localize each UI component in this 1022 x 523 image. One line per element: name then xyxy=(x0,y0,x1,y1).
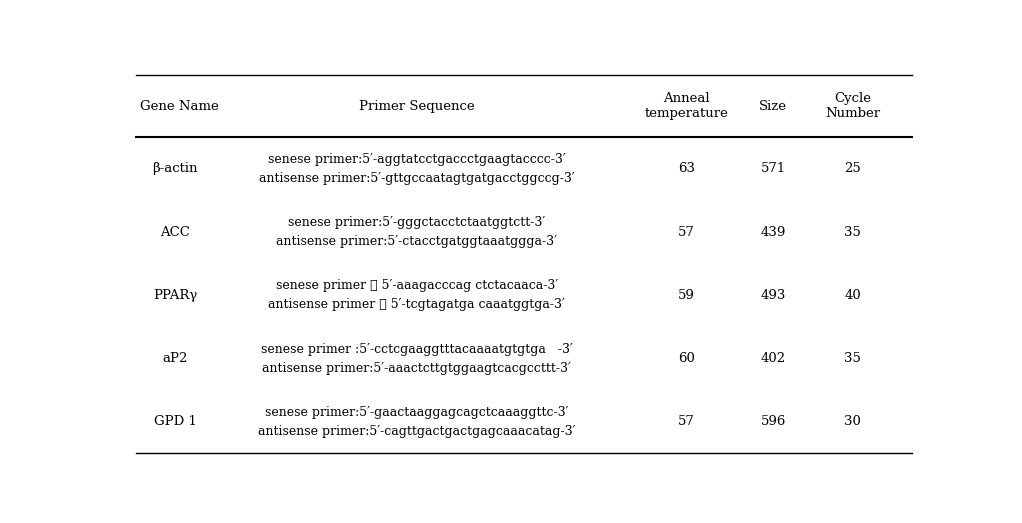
Text: 63: 63 xyxy=(678,162,695,175)
Text: 596: 596 xyxy=(760,415,786,428)
Text: senese primer:5′-gaactaaggagcagctcaaaggttc-3′
antisense primer:5′-cagttgactgactg: senese primer:5′-gaactaaggagcagctcaaaggt… xyxy=(259,406,575,438)
Text: 571: 571 xyxy=(760,162,786,175)
Text: senese primer:5′-aggtatcctgaccctgaagtacccc-3′
antisense primer:5′-gttgccaatagtga: senese primer:5′-aggtatcctgaccctgaagtacc… xyxy=(259,153,574,185)
Text: senese primer:5′-gggctacctctaatggtctt-3′
antisense primer:5′-ctacctgatggtaaatggg: senese primer:5′-gggctacctctaatggtctt-3′… xyxy=(276,216,557,248)
Text: 402: 402 xyxy=(760,352,786,365)
Text: 40: 40 xyxy=(844,289,861,302)
Text: ACC: ACC xyxy=(160,225,190,238)
Text: Gene Name: Gene Name xyxy=(140,99,219,112)
Text: GPD 1: GPD 1 xyxy=(154,415,196,428)
Text: 57: 57 xyxy=(678,225,695,238)
Text: 25: 25 xyxy=(844,162,861,175)
Text: 493: 493 xyxy=(760,289,786,302)
Text: 57: 57 xyxy=(678,415,695,428)
Text: β-actin: β-actin xyxy=(152,162,198,175)
Text: senese primer ： 5′-aaagacccag ctctacaaca-3′
antisense primer ： 5′-tcgtagatga caa: senese primer ： 5′-aaagacccag ctctacaaca… xyxy=(269,279,565,311)
Text: 35: 35 xyxy=(844,352,861,365)
Text: Anneal
temperature: Anneal temperature xyxy=(644,92,728,120)
Text: Cycle
Number: Cycle Number xyxy=(825,92,880,120)
Text: Primer Sequence: Primer Sequence xyxy=(359,99,474,112)
Text: 439: 439 xyxy=(760,225,786,238)
Text: 60: 60 xyxy=(678,352,695,365)
Text: aP2: aP2 xyxy=(162,352,188,365)
Text: senese primer :5′-cctcgaaggtttacaaaatgtgtga   -3′
antisense primer:5′-aaactcttgt: senese primer :5′-cctcgaaggtttacaaaatgtg… xyxy=(261,343,572,374)
Text: 35: 35 xyxy=(844,225,861,238)
Text: 59: 59 xyxy=(678,289,695,302)
Text: PPARγ: PPARγ xyxy=(153,289,197,302)
Text: 30: 30 xyxy=(844,415,861,428)
Text: Size: Size xyxy=(759,99,787,112)
